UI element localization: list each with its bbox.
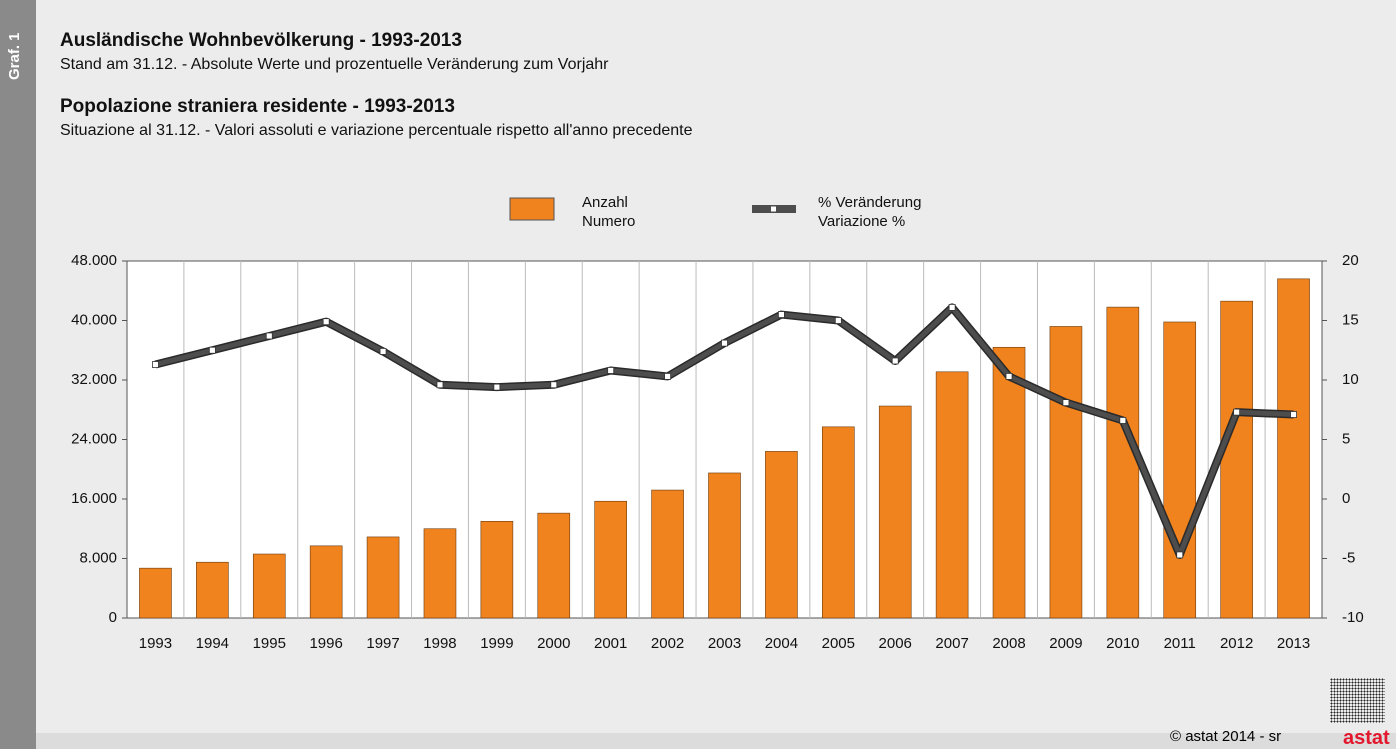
chart-subtitle-it: Situazione al 31.12. - Valori assoluti e… bbox=[60, 122, 693, 139]
bar bbox=[1277, 278, 1310, 619]
y-tick-label: 48.000 bbox=[71, 252, 117, 269]
bar bbox=[822, 426, 855, 619]
line-marker bbox=[1290, 411, 1297, 418]
x-tick-label: 1997 bbox=[366, 635, 399, 652]
line-marker bbox=[550, 381, 558, 389]
line-marker bbox=[152, 361, 159, 368]
x-tick-label: 2006 bbox=[879, 635, 912, 652]
sidebar: Graf. 1 bbox=[0, 0, 36, 749]
bar bbox=[139, 567, 172, 619]
line-marker bbox=[208, 346, 216, 354]
y-tick-label: 0 bbox=[109, 609, 117, 626]
line-marker bbox=[265, 332, 273, 340]
line-marker bbox=[1233, 408, 1241, 416]
bar bbox=[1049, 326, 1083, 619]
bar bbox=[765, 451, 798, 619]
bar bbox=[708, 472, 741, 619]
line-marker bbox=[436, 381, 444, 389]
x-tick-label: 2010 bbox=[1106, 635, 1139, 652]
bar bbox=[196, 561, 229, 619]
footer: © astat 2014 - sr bbox=[1170, 728, 1282, 745]
y2-tick-label: 5 bbox=[1342, 430, 1350, 447]
logo: astat bbox=[1343, 727, 1390, 749]
line-marker bbox=[322, 318, 330, 326]
footer-bar bbox=[36, 733, 1396, 749]
x-tick-label: 2012 bbox=[1220, 635, 1253, 652]
legend-label: % Veränderung Variazione % bbox=[818, 194, 922, 230]
x-tick-label: 1996 bbox=[309, 635, 342, 652]
line-marker bbox=[1176, 551, 1184, 559]
bar bbox=[878, 405, 912, 619]
y2-tick-label: 0 bbox=[1342, 490, 1350, 507]
bar bbox=[1163, 321, 1197, 619]
line-marker bbox=[891, 357, 899, 365]
line-marker bbox=[778, 311, 785, 318]
x-tick-label: 2009 bbox=[1049, 635, 1082, 652]
x-tick-label: 2013 bbox=[1277, 635, 1310, 652]
bar bbox=[480, 521, 514, 619]
x-tick-label: 2011 bbox=[1164, 635, 1196, 652]
x-tick-label: 2007 bbox=[935, 635, 968, 652]
x-tick-label: 1993 bbox=[139, 635, 172, 652]
line-marker bbox=[379, 348, 387, 355]
x-tick-label: 1994 bbox=[196, 635, 229, 652]
line-marker bbox=[1062, 399, 1070, 407]
bar bbox=[1220, 300, 1253, 619]
bar bbox=[309, 545, 343, 619]
x-tick-label: 2003 bbox=[708, 635, 741, 652]
x-tick-label: 1999 bbox=[480, 635, 513, 652]
legend-swatch-marker bbox=[771, 206, 776, 212]
chart-subtitle: Stand am 31.12. - Absolute Werte und pro… bbox=[60, 56, 609, 73]
x-tick-label: 2005 bbox=[822, 635, 855, 652]
y-tick-label: 40.000 bbox=[71, 311, 117, 328]
y2-tick-label: 10 bbox=[1342, 371, 1359, 388]
y-tick-label: 32.000 bbox=[71, 371, 117, 388]
y2-tick-label: 20 bbox=[1342, 252, 1359, 269]
y-tick-label: 16.000 bbox=[71, 490, 117, 507]
bar bbox=[594, 500, 627, 619]
y2-tick-label: -5 bbox=[1342, 549, 1355, 566]
bar bbox=[252, 553, 286, 619]
x-tick-label: 1995 bbox=[253, 635, 286, 652]
line-marker bbox=[1119, 417, 1127, 424]
bar bbox=[992, 346, 1026, 619]
x-tick-label: 2002 bbox=[651, 635, 684, 652]
x-tick-label: 1998 bbox=[423, 635, 456, 652]
line-marker bbox=[721, 339, 728, 347]
chart-title-it: Popolazione straniera residente - 1993-2… bbox=[60, 96, 455, 117]
legend-label: Anzahl Numero bbox=[582, 194, 636, 230]
y2-tick-label: -10 bbox=[1342, 609, 1364, 626]
x-tick-label: 2001 bbox=[594, 635, 627, 652]
line-marker bbox=[948, 304, 956, 311]
bar bbox=[423, 528, 457, 619]
line-marker bbox=[664, 373, 671, 380]
x-tick-label: 2008 bbox=[992, 635, 1025, 652]
x-tick-label: 2004 bbox=[765, 635, 798, 652]
bar bbox=[1106, 306, 1140, 619]
line-marker bbox=[493, 383, 501, 391]
line-marker bbox=[1005, 373, 1013, 380]
chart-title: Ausländische Wohnbevölkerung - 1993-2013 bbox=[60, 30, 462, 51]
legend-swatch bbox=[509, 197, 555, 221]
bar bbox=[651, 489, 684, 619]
line-marker bbox=[834, 317, 842, 324]
bar bbox=[537, 512, 571, 619]
line-marker bbox=[607, 367, 615, 374]
bar bbox=[366, 536, 400, 619]
logo-map bbox=[1330, 678, 1385, 723]
y-tick-label: 24.000 bbox=[71, 430, 117, 447]
y-tick-label: 8.000 bbox=[79, 549, 117, 566]
bar bbox=[935, 371, 969, 619]
y2-tick-label: 15 bbox=[1342, 311, 1359, 328]
x-tick-label: 2000 bbox=[537, 635, 570, 652]
